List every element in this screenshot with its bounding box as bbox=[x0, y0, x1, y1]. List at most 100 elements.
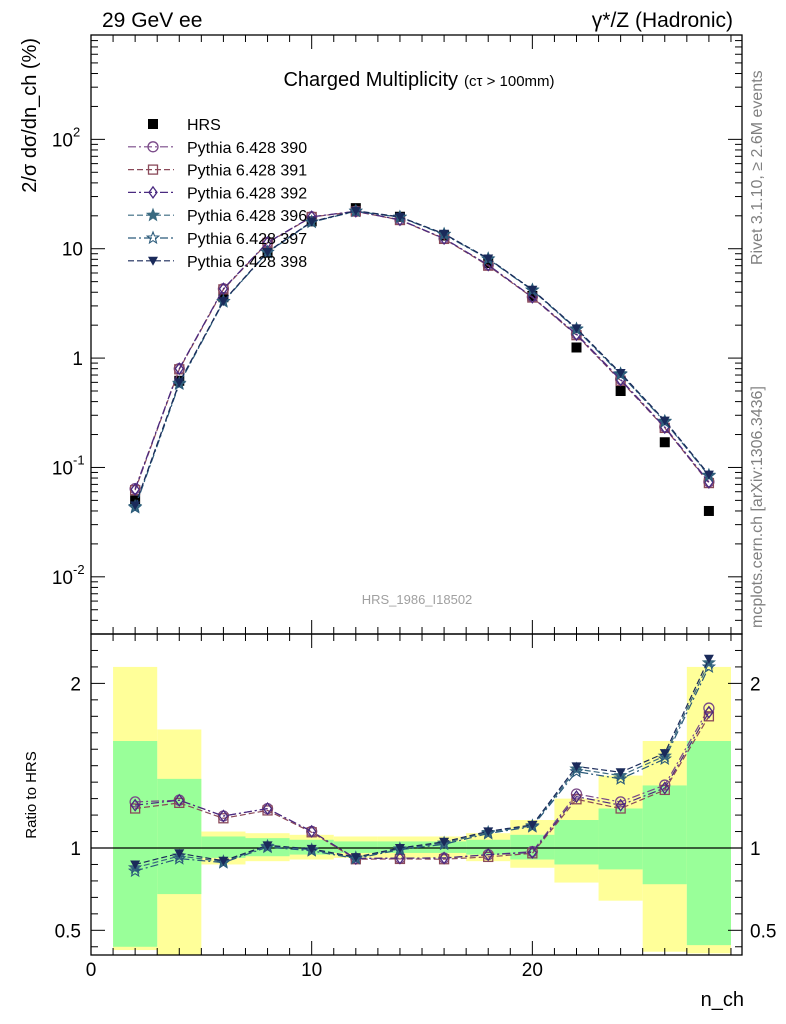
ratio-y-axis-label: Ratio to HRS bbox=[23, 751, 40, 839]
ratio-data-point bbox=[130, 860, 141, 870]
data-point bbox=[130, 482, 140, 497]
ratio-bands bbox=[113, 666, 731, 955]
ratio-data-point bbox=[218, 809, 229, 823]
y-tick-label-exponent: 2 bbox=[73, 124, 80, 139]
ratio-band-green bbox=[686, 741, 731, 946]
ratio-data-point bbox=[483, 848, 494, 862]
x-axis-label: n_ch bbox=[701, 989, 744, 1011]
ratio-data-point bbox=[571, 794, 582, 805]
ratio-data-point bbox=[569, 764, 584, 778]
data-point bbox=[615, 369, 626, 379]
side-label-rivet: Rivet 3.1.10, ≥ 2.6M events bbox=[749, 70, 766, 265]
ratio-series-line bbox=[134, 658, 710, 866]
ratio-data-point bbox=[571, 762, 582, 772]
legend-marker bbox=[145, 230, 161, 245]
ratio-band-green bbox=[466, 839, 511, 855]
chart-title-suffix: (cτ > 100mm) bbox=[464, 73, 555, 90]
ratio-y-tick-label-right: 0.5 bbox=[750, 921, 776, 942]
ratio-data-point bbox=[439, 837, 450, 847]
ratio-data-point bbox=[703, 711, 715, 722]
legend-marker bbox=[145, 207, 161, 222]
data-point bbox=[527, 290, 538, 304]
ratio-band-green bbox=[333, 841, 378, 853]
ratio-band-green bbox=[201, 836, 246, 858]
y-tick-label: 10 bbox=[62, 240, 83, 261]
data-point bbox=[174, 378, 185, 388]
legend-marker bbox=[148, 185, 158, 200]
header-left: 29 GeV ee bbox=[102, 9, 202, 32]
ratio-series-line bbox=[134, 666, 710, 872]
ratio-data-point bbox=[262, 841, 273, 851]
ratio-data-point bbox=[394, 844, 405, 853]
y-axis-label: 2/σ dσ/dn_ch (%) bbox=[19, 38, 41, 193]
ratio-data-point bbox=[129, 803, 141, 814]
ratio-data-point bbox=[350, 853, 361, 863]
legend-marker bbox=[148, 256, 158, 266]
ratio-data-point bbox=[174, 797, 185, 809]
data-point bbox=[571, 342, 582, 353]
ratio-data-point bbox=[174, 849, 185, 859]
ratio-data-point bbox=[174, 793, 185, 807]
ratio-data-point bbox=[306, 824, 317, 838]
x-tick-label: 20 bbox=[522, 960, 543, 981]
ratio-data-point bbox=[571, 790, 582, 804]
ratio-data-point bbox=[127, 863, 143, 878]
x-tick-label: 10 bbox=[301, 960, 322, 981]
ratio-band-green bbox=[113, 741, 158, 947]
ratio-data-point bbox=[483, 827, 494, 837]
legend-marker bbox=[147, 141, 159, 153]
data-point bbox=[659, 416, 670, 426]
ratio-data-point bbox=[703, 702, 715, 714]
ratio-band-green bbox=[642, 785, 687, 885]
ratio-data-point bbox=[614, 796, 627, 808]
ratio-data-point bbox=[615, 768, 626, 778]
data-point bbox=[703, 505, 714, 516]
ratio-data-point bbox=[701, 659, 717, 674]
ratio-data-point bbox=[613, 771, 628, 785]
ratio-data-point bbox=[615, 798, 626, 812]
data-point bbox=[659, 437, 670, 448]
y-tick-label: 10 bbox=[52, 458, 73, 479]
legend-label: Pythia 6.428 397 bbox=[187, 231, 307, 248]
data-point bbox=[130, 501, 141, 511]
data-point bbox=[306, 217, 317, 227]
data-point bbox=[483, 254, 494, 264]
ratio-data-point bbox=[657, 751, 672, 766]
ratio-data-point bbox=[262, 802, 273, 816]
ratio-data-point bbox=[703, 654, 714, 664]
side-label-mcplots: mcplots.cern.ch [arXiv:1306.3436] bbox=[749, 386, 766, 628]
main-series bbox=[127, 203, 717, 516]
data-point bbox=[703, 470, 714, 480]
ratio-data-point bbox=[659, 749, 670, 759]
x-tick-label: 0 bbox=[86, 960, 97, 981]
ratio-data-point bbox=[570, 788, 583, 800]
series-line bbox=[134, 210, 710, 508]
y-tick-label: 1 bbox=[72, 349, 83, 370]
analysis-tag: HRS_1986_I18502 bbox=[362, 592, 473, 607]
header-right: γ*/Z (Hadronic) bbox=[592, 9, 733, 32]
ratio-data-point bbox=[172, 851, 187, 865]
legend-label: HRS bbox=[187, 117, 221, 134]
data-point bbox=[174, 362, 185, 376]
ratio-frame bbox=[90, 633, 743, 956]
legend-label: Pythia 6.428 391 bbox=[187, 163, 307, 180]
data-point bbox=[262, 247, 273, 257]
y-tick-label-exponent: -1 bbox=[73, 452, 85, 467]
ratio-data-point bbox=[615, 803, 626, 814]
data-point bbox=[350, 206, 361, 216]
ratio-y-tick-label: 0.5 bbox=[55, 921, 81, 942]
data-point bbox=[571, 324, 582, 334]
legend-marker bbox=[147, 164, 159, 175]
legend-label: Pythia 6.428 390 bbox=[187, 140, 307, 157]
ratio-series-line bbox=[134, 662, 710, 869]
ratio-data-point bbox=[659, 781, 670, 795]
ratio-data-point bbox=[395, 851, 405, 865]
ratio-y-tick-label-right: 1 bbox=[750, 839, 761, 860]
legend-label: Pythia 6.428 396 bbox=[187, 208, 307, 225]
ratio-y-tick-label-right: 2 bbox=[750, 674, 761, 695]
y-tick-label: 10 bbox=[52, 568, 73, 589]
ratio-data-point bbox=[527, 820, 538, 830]
y-tick-label: 10 bbox=[52, 130, 73, 151]
